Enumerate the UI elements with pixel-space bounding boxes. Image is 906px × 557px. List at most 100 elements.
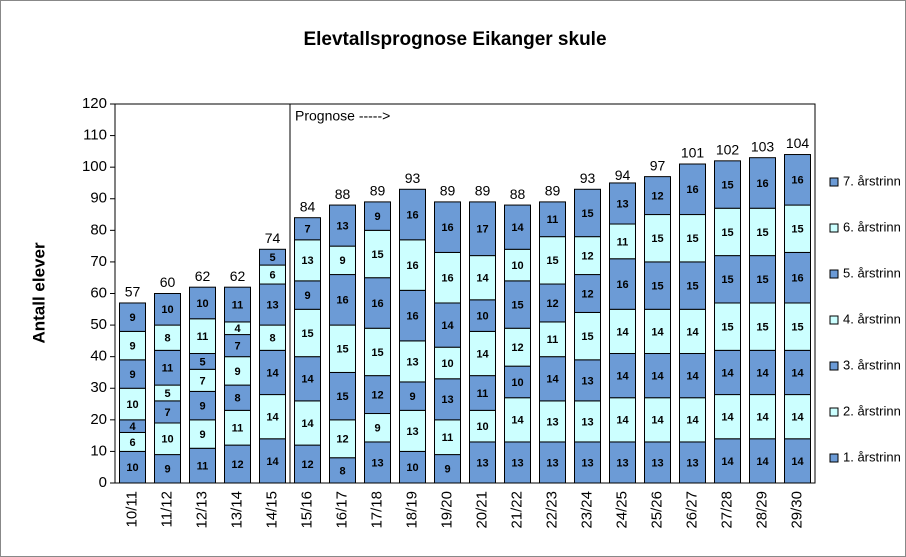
x-tick-label: 23/24 (578, 491, 595, 529)
segment-label: 8 (164, 333, 170, 345)
segment-label: 15 (686, 233, 698, 245)
bar-segment (714, 349, 741, 396)
segment-label: 14 (686, 371, 699, 383)
segment-label: 10 (476, 311, 488, 323)
bar-segment (539, 356, 566, 402)
x-tick-label: 26/27 (683, 491, 700, 529)
segment-label: 14 (301, 374, 314, 386)
segment-label: 12 (231, 459, 243, 471)
bar-segment (434, 201, 461, 253)
segment-label: 16 (406, 311, 418, 323)
segment-label: 14 (616, 326, 629, 338)
segment-label: 11 (547, 214, 559, 226)
y-tick-label: 50 (90, 316, 107, 333)
total-label: 57 (125, 284, 141, 300)
bar-segment (224, 286, 251, 323)
legend-label: 3. årstrinn (843, 357, 901, 372)
legend-swatch (829, 177, 839, 187)
bar-segment (399, 188, 426, 241)
bar-segment (434, 378, 461, 421)
segment-label: 13 (511, 457, 523, 469)
segment-label: 13 (616, 457, 628, 469)
segment-label: 12 (581, 251, 593, 263)
segment-label: 11 (162, 363, 174, 375)
bar-segment (119, 359, 146, 389)
y-tick-label: 0 (99, 474, 107, 491)
bar-segment (644, 397, 671, 443)
segment-label: 15 (651, 281, 663, 293)
bar-segment (154, 324, 181, 351)
segment-label: 16 (336, 295, 348, 307)
segment-label: 4 (129, 421, 136, 433)
bar-segment (679, 397, 706, 443)
segment-label: 14 (756, 367, 769, 379)
bar-segment (609, 223, 636, 260)
segment-label: 11 (197, 331, 209, 343)
segment-label: 17 (476, 224, 488, 236)
segment-label: 14 (791, 412, 804, 424)
bar-segment (749, 349, 776, 396)
bar-segment (644, 261, 671, 310)
total-label: 93 (580, 170, 596, 186)
segment-label: 6 (129, 437, 135, 449)
segment-label: 9 (234, 366, 240, 378)
x-tick-label: 24/25 (613, 491, 630, 529)
bar-segment (609, 182, 636, 225)
segment-label: 16 (441, 222, 453, 234)
y-tick-label: 80 (90, 221, 107, 238)
bar-segment (119, 387, 146, 421)
total-label: 89 (440, 183, 456, 199)
bar-segment (259, 438, 286, 484)
bar-segment (294, 239, 321, 282)
bar-segment (119, 450, 146, 484)
x-tick-label: 22/23 (543, 491, 560, 529)
bar-segment (714, 207, 741, 257)
bar-segment (329, 371, 356, 421)
total-label: 88 (510, 186, 526, 202)
bar-segment (294, 356, 321, 402)
bar-segment (504, 441, 531, 484)
segment-label: 12 (301, 459, 313, 471)
bar-segment (714, 302, 741, 351)
segment-label: 13 (686, 457, 698, 469)
segment-label: 15 (336, 344, 348, 356)
bar-segment (294, 280, 321, 310)
bar-segment (189, 390, 216, 421)
total-label: 88 (335, 186, 351, 202)
segment-label: 7 (234, 341, 240, 353)
bar-segment (784, 251, 811, 304)
legend-label: 4. årstrinn (843, 311, 901, 326)
segment-label: 11 (477, 388, 489, 400)
segment-label: 16 (406, 260, 418, 272)
bar-segment (154, 422, 181, 456)
legend-label: 1. årstrinn (843, 449, 901, 464)
x-tick-label: 15/16 (298, 491, 315, 529)
legend-label: 6. årstrinn (843, 219, 901, 234)
bar-segment (574, 400, 601, 443)
bar-segment (609, 308, 636, 355)
segment-label: 16 (686, 184, 698, 196)
bar-segment (574, 274, 601, 313)
segment-label: 11 (232, 299, 244, 311)
total-label: 89 (475, 183, 491, 199)
segment-label: 9 (339, 255, 345, 267)
segment-label: 14 (546, 374, 559, 386)
segment-label: 5 (199, 356, 205, 368)
x-tick-label: 27/28 (718, 491, 735, 529)
bar-segment (574, 359, 601, 402)
bar-segment (294, 217, 321, 241)
bar-segment (154, 293, 181, 326)
total-label: 93 (405, 170, 421, 186)
bar-segment (399, 409, 426, 452)
x-tick-label: 16/17 (333, 491, 350, 529)
bar-segment (504, 204, 531, 250)
segment-label: 14 (476, 348, 489, 360)
bar-segment (539, 201, 566, 238)
bar-segment (329, 324, 356, 373)
bar-segment (539, 321, 566, 358)
segment-label: 15 (721, 179, 733, 191)
bar-segment (189, 318, 216, 355)
x-tick-label: 21/22 (508, 491, 525, 529)
bar-segment (714, 160, 741, 209)
x-tick-label: 14/15 (263, 491, 280, 529)
